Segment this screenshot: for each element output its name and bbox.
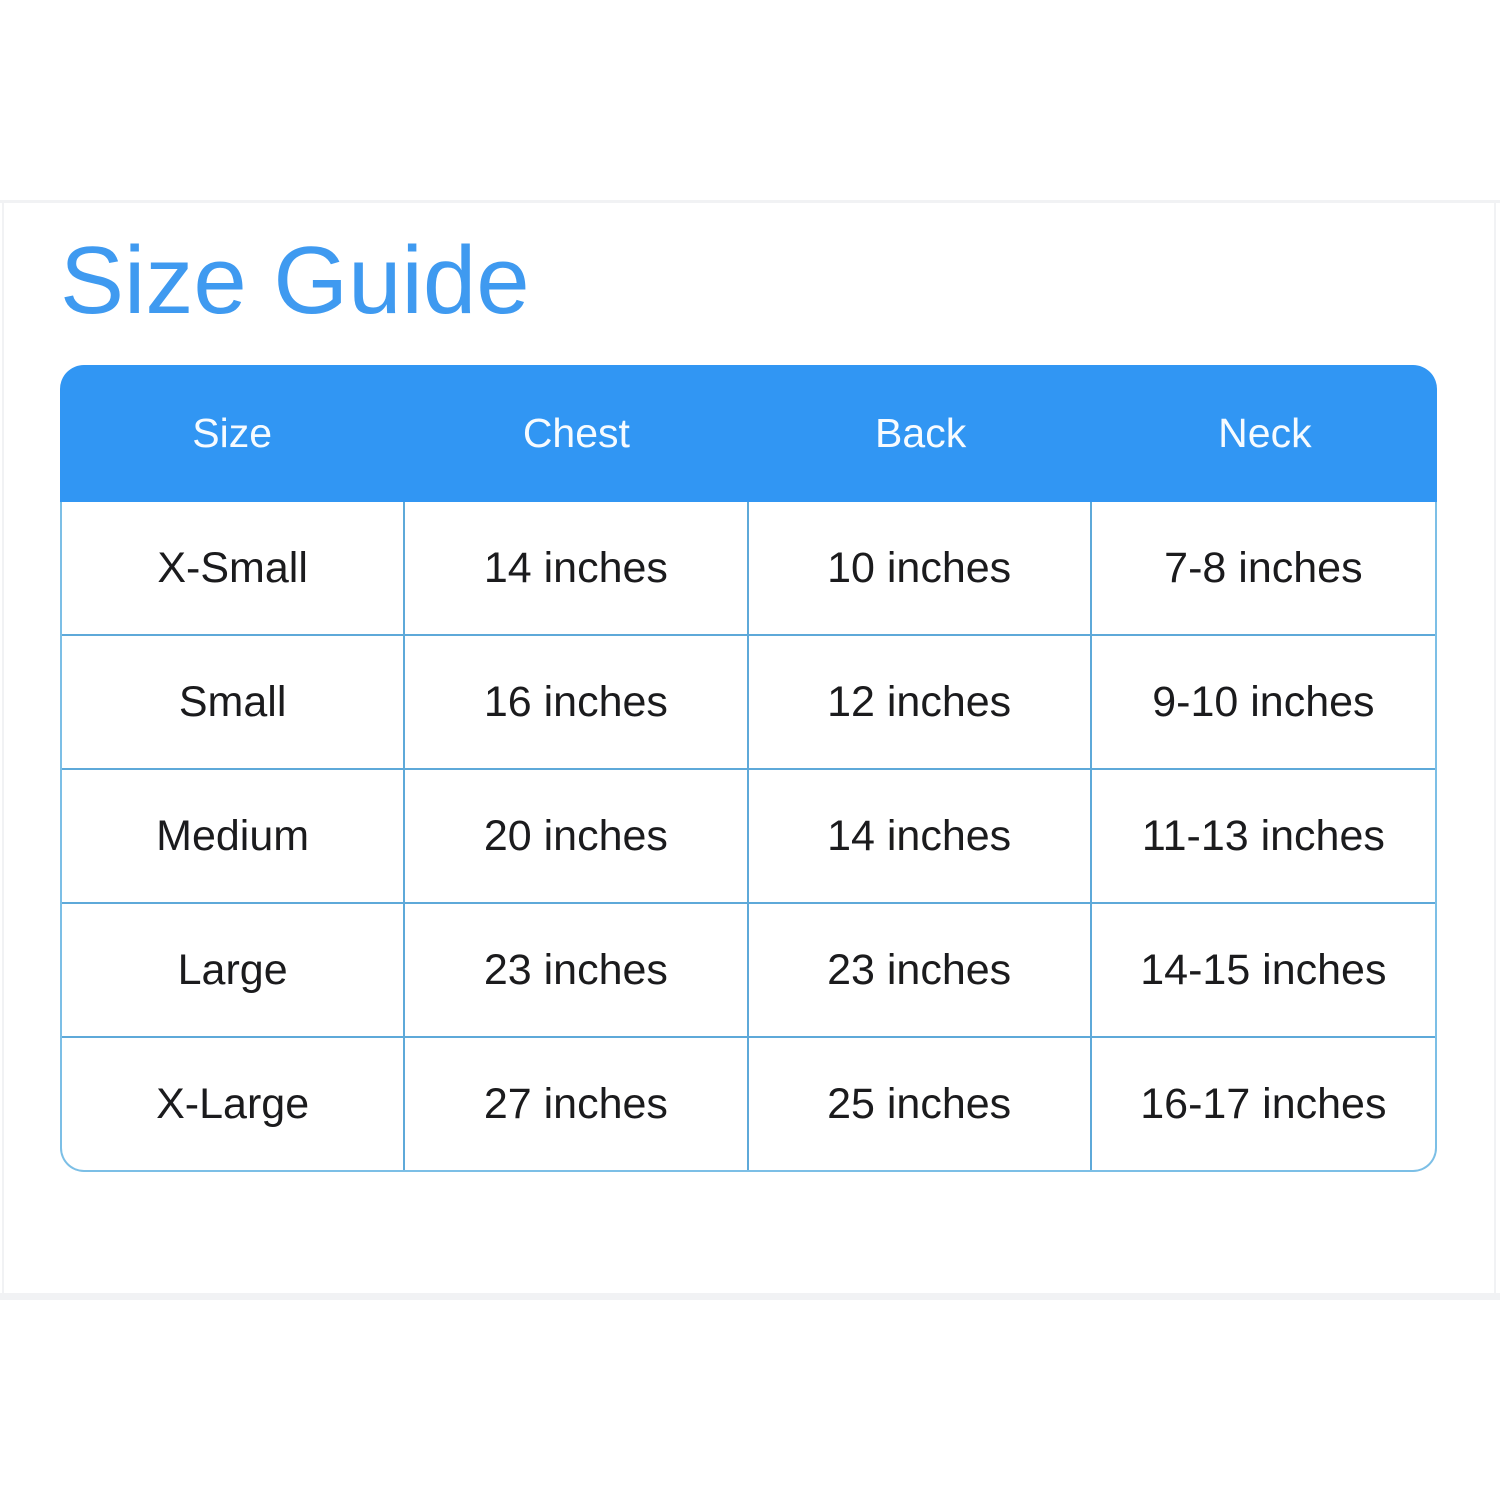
table-cell: 11-13 inches: [1141, 811, 1385, 860]
table-cell: Large: [62, 904, 406, 1036]
column-header-back: Back: [875, 410, 967, 456]
table-cell: Small: [62, 636, 406, 768]
section-divider-bottom: [0, 1293, 1500, 1300]
table-cell: 14 inches: [405, 502, 749, 634]
table-cell: 20 inches: [405, 770, 749, 902]
column-header-size: Size: [192, 410, 272, 456]
table-row: Medium 20 inches 14 inches 11-13 inches: [62, 770, 1435, 904]
size-guide-table: Size Chest Back Neck X-Small 14 inches 1…: [60, 365, 1437, 1172]
table-cell: 23 inches: [405, 904, 749, 1036]
table-cell: X-Small: [62, 502, 406, 634]
table-cell: 25 inches: [749, 1038, 1092, 1170]
table-cell: 12 inches: [749, 636, 1092, 768]
table-cell: 9-10 inches: [1152, 677, 1375, 726]
table-cell: 10 inches: [749, 502, 1092, 634]
table-cell: 23 inches: [749, 904, 1092, 1036]
table-body: X-Small 14 inches 10 inches 7-8 inches S…: [60, 502, 1437, 1172]
column-header-chest: Chest: [522, 410, 630, 456]
table-cell: 14-15 inches: [1140, 945, 1387, 994]
table-cell: 16 inches: [405, 636, 749, 768]
table-row: X-Large 27 inches 25 inches 16-17 inches: [62, 1038, 1435, 1170]
page-title: Size Guide: [60, 227, 530, 334]
column-header-neck: Neck: [1218, 410, 1312, 456]
section-divider-top: [0, 200, 1500, 203]
table-row: Large 23 inches 23 inches 14-15 inches: [62, 904, 1435, 1038]
table-cell: 14 inches: [749, 770, 1092, 902]
section-divider-right: [1494, 203, 1496, 1293]
table-cell: 27 inches: [405, 1038, 749, 1170]
table-header-row: Size Chest Back Neck: [60, 365, 1437, 502]
table-row: X-Small 14 inches 10 inches 7-8 inches: [62, 502, 1435, 636]
section-divider-left: [2, 203, 4, 1293]
table-cell: Medium: [62, 770, 406, 902]
table-cell: 16-17 inches: [1140, 1079, 1387, 1128]
table-cell: 7-8 inches: [1164, 543, 1363, 592]
table-row: Small 16 inches 12 inches 9-10 inches: [62, 636, 1435, 770]
table-cell: X-Large: [62, 1038, 406, 1170]
